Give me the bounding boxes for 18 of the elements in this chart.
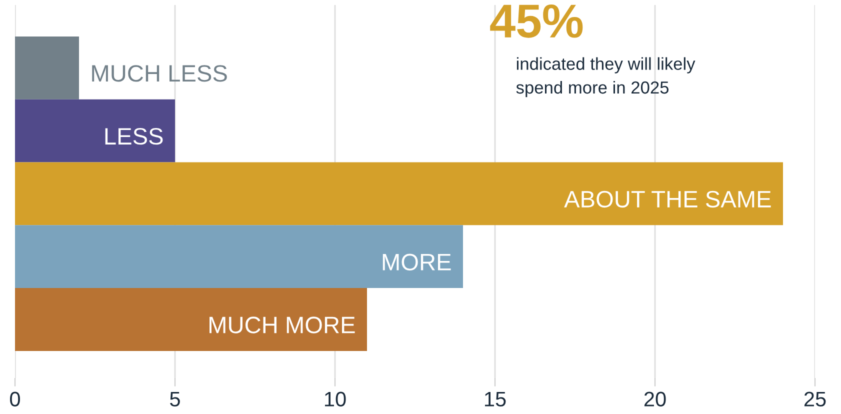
bar [15,36,79,100]
bar [15,162,783,226]
x-tick-label: 10 [325,392,346,406]
annotation: 45% [490,4,583,38]
x-tick-label: 0 [10,392,20,406]
y-tick-label: MUCH MORE [210,316,355,334]
x-tick-label: 20 [644,392,666,406]
bar [15,99,175,162]
annotation: indicated they will likely spend more in 2025 [516,57,696,98]
x-tick-label: 25 [804,392,826,406]
x-tick-label: 15 [485,392,506,406]
bar [15,225,463,288]
bar [15,288,367,351]
y-tick-label: MUCH LESS [92,65,227,82]
y-tick-label: LESS [105,128,163,145]
y-tick-label: ABOUT THE SAME [564,190,771,208]
y-tick-label: MORE [382,254,451,270]
x-tick-label: 5 [170,392,180,406]
